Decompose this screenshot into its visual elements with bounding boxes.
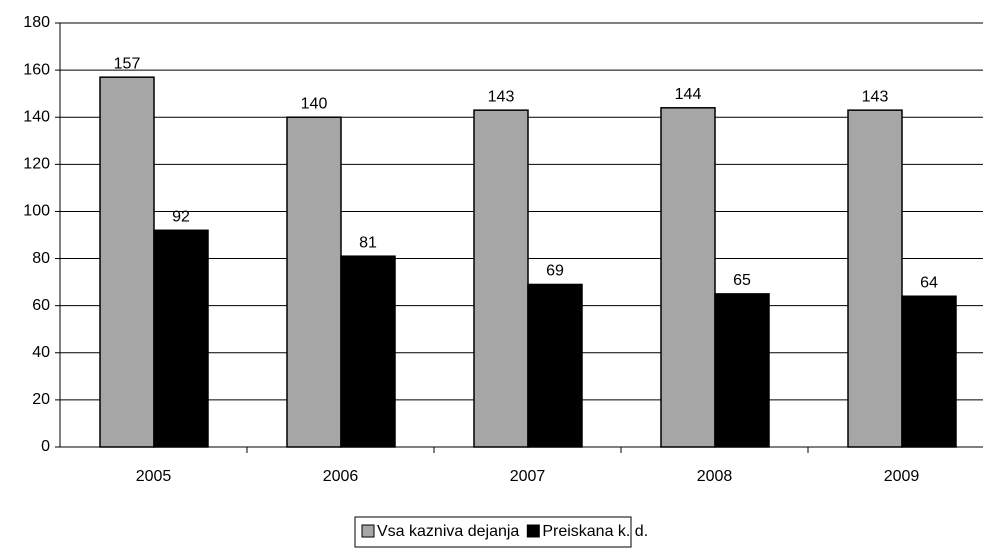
bar — [847, 109, 903, 448]
bar — [527, 283, 583, 448]
bar — [153, 229, 209, 448]
x-tick-label: 2009 — [884, 468, 920, 485]
data-label: 64 — [920, 274, 938, 291]
legend-box — [354, 516, 632, 548]
legend-label: Vsa kazniva dejanja — [377, 523, 519, 540]
data-label: 65 — [733, 272, 751, 289]
x-tick-label: 2005 — [136, 468, 172, 485]
x-tick-label: 2007 — [510, 468, 546, 485]
bar — [99, 76, 155, 448]
legend-swatch — [361, 524, 375, 538]
y-tick-label: 60 — [32, 297, 50, 314]
bar — [660, 107, 716, 448]
data-label: 144 — [675, 86, 702, 103]
data-label: 143 — [862, 88, 889, 105]
data-label: 143 — [488, 88, 515, 105]
data-label: 140 — [301, 95, 328, 112]
y-tick-label: 140 — [23, 108, 50, 125]
legend-swatch — [526, 524, 540, 538]
y-tick-label: 0 — [41, 438, 50, 455]
bar — [286, 116, 342, 448]
y-tick-label: 100 — [23, 203, 50, 220]
bar — [714, 293, 770, 448]
data-label: 157 — [114, 55, 141, 72]
y-tick-label: 180 — [23, 14, 50, 31]
y-tick-label: 40 — [32, 344, 50, 361]
bar — [473, 109, 529, 448]
y-tick-label: 120 — [23, 156, 50, 173]
data-label: 92 — [172, 209, 190, 226]
y-tick-label: 20 — [32, 391, 50, 408]
data-label: 81 — [359, 234, 377, 251]
bar — [340, 255, 396, 448]
x-tick-label: 2008 — [697, 468, 733, 485]
x-tick-label: 2006 — [323, 468, 359, 485]
y-tick-label: 80 — [32, 250, 50, 267]
data-label: 69 — [546, 263, 564, 280]
legend-label: Preiskana k. d. — [542, 523, 648, 540]
bar — [901, 295, 957, 448]
y-tick-label: 160 — [23, 61, 50, 78]
